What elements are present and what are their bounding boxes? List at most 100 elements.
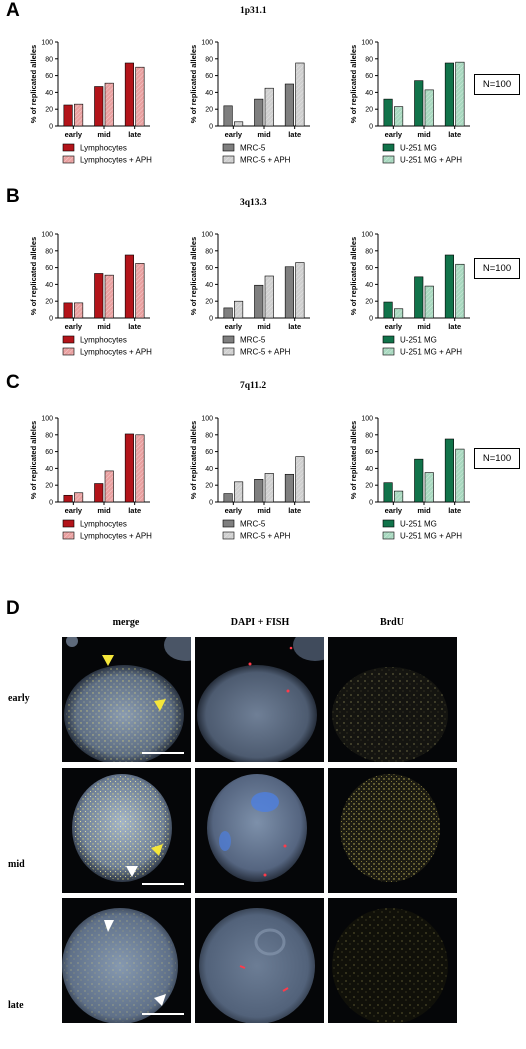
y-tick-label: 20 — [365, 107, 373, 114]
y-tick-label: 100 — [41, 416, 53, 423]
y-axis-label: % of replicated alleles — [29, 45, 38, 123]
micrograph-late-dapi-fish — [195, 898, 324, 1023]
y-tick-label: 40 — [365, 282, 373, 289]
y-tick-label: 40 — [205, 466, 213, 473]
y-tick-label: 20 — [45, 299, 53, 306]
legend-label: MRC-5 + APH — [240, 532, 291, 541]
legend-swatch — [62, 155, 75, 164]
bar — [223, 493, 233, 503]
white-arrowhead — [104, 920, 114, 932]
n-label-b: N=100 — [474, 258, 520, 279]
x-tick-label: late — [128, 506, 141, 515]
micrograph-early-brdu — [328, 637, 457, 762]
nucleus-image — [199, 908, 315, 1023]
y-tick-label: 80 — [45, 248, 53, 255]
bar-chart-b-lymphocytes: 0 20 40 60 80 100% of replicated alleles early… — [29, 232, 152, 357]
micrograph-early-dapi-fish — [195, 637, 324, 762]
x-tick-label: late — [288, 322, 301, 331]
bar — [455, 448, 465, 503]
legend-label: Lymphocytes + APH — [80, 532, 152, 541]
column-label-merge: merge — [112, 617, 140, 628]
bar — [264, 87, 274, 127]
bar — [394, 308, 404, 319]
y-tick-label: 60 — [45, 265, 53, 272]
panel-letter-d: D — [6, 598, 20, 619]
legend-label: U-251 MG + APH — [400, 532, 462, 541]
x-tick-label: mid — [97, 322, 111, 331]
legend-label: U-251 MG — [400, 520, 437, 529]
legend-swatch — [382, 155, 395, 164]
bar — [383, 482, 393, 503]
y-tick-label: 20 — [205, 107, 213, 114]
y-tick-label: 80 — [45, 432, 53, 439]
micrograph-early-merge — [62, 637, 191, 762]
y-tick-label: 20 — [205, 299, 213, 306]
y-tick-label: 0 — [369, 124, 373, 131]
nucleus-image — [62, 908, 184, 1023]
row-label-late: late — [8, 1000, 24, 1011]
y-axis-label: % of replicated alleles — [189, 45, 198, 123]
y-axis-label: % of replicated alleles — [189, 421, 198, 499]
panel-letter-a: A — [6, 0, 20, 21]
x-tick-label: mid — [97, 130, 111, 139]
x-tick-label: late — [288, 130, 301, 139]
bar-chart-c-mrc5: 0 20 40 60 80 100% of replicated alleles early… — [189, 416, 310, 541]
bar — [295, 456, 305, 503]
panel-letter-c: C — [6, 372, 20, 393]
bar — [74, 302, 84, 319]
legend-label: MRC-5 — [240, 144, 266, 153]
bar — [444, 254, 454, 319]
nucleus-image — [340, 774, 440, 882]
n-label-a: N=100 — [474, 74, 520, 95]
x-tick-label: early — [65, 506, 83, 515]
nucleus-image — [72, 774, 184, 885]
x-tick-label: early — [225, 506, 243, 515]
bar — [295, 262, 305, 319]
y-tick-label: 40 — [205, 282, 213, 289]
bar-chart-b-u251: 0 20 40 60 80 100% of replicated alleles early… — [349, 232, 470, 357]
legend-label: Lymphocytes — [80, 336, 127, 345]
yellow-arrowhead — [151, 844, 163, 856]
y-tick-label: 80 — [365, 432, 373, 439]
bar — [104, 470, 114, 503]
bar — [74, 492, 84, 503]
panel-letter-b: B — [6, 186, 20, 207]
y-tick-label: 80 — [205, 56, 213, 63]
x-tick-label: late — [128, 322, 141, 331]
legend-label: Lymphocytes + APH — [80, 348, 152, 357]
locus-title-a: 1p31.1 — [240, 6, 267, 16]
bar — [124, 433, 134, 503]
bar — [94, 86, 104, 127]
yellow-arrowhead — [154, 699, 166, 711]
legend-swatch — [222, 335, 235, 344]
y-tick-label: 20 — [365, 483, 373, 490]
micrograph-late-brdu — [328, 898, 457, 1023]
micrograph-mid-dapi-fish — [195, 768, 324, 893]
x-tick-label: early — [65, 130, 83, 139]
y-tick-label: 80 — [365, 56, 373, 63]
legend-swatch — [62, 347, 75, 356]
bar — [63, 104, 73, 127]
legend-swatch — [382, 347, 395, 356]
bar — [424, 285, 434, 319]
bar — [394, 106, 404, 127]
bar — [223, 307, 233, 319]
legend-label: U-251 MG — [400, 336, 437, 345]
legend-label: U-251 MG + APH — [400, 156, 462, 165]
bar — [295, 62, 305, 127]
yellow-arrowhead — [102, 655, 114, 666]
white-arrowhead — [126, 866, 138, 877]
bar-chart-c-u251: 0 20 40 60 80 100% of replicated alleles early… — [349, 416, 470, 541]
white-arrowhead — [154, 994, 166, 1006]
y-tick-label: 60 — [365, 73, 373, 80]
bar — [124, 62, 134, 127]
y-tick-label: 40 — [365, 90, 373, 97]
locus-title-b: 3q13.3 — [240, 198, 267, 208]
micrograph-late-merge — [62, 898, 191, 1023]
row-label-mid: mid — [8, 859, 25, 870]
y-tick-label: 20 — [365, 299, 373, 306]
y-tick-label: 0 — [209, 316, 213, 323]
bar — [264, 275, 274, 319]
legend-swatch — [222, 531, 235, 540]
y-tick-label: 20 — [205, 483, 213, 490]
